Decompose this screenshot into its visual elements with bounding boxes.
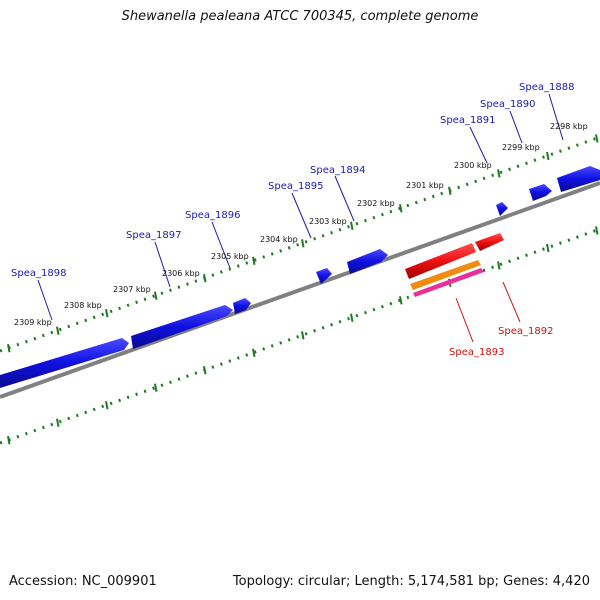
reverse-scale-tick	[7, 435, 11, 445]
genome-backbone	[0, 181, 600, 399]
forward-scale-tick	[546, 151, 550, 161]
gene-label-spea-1892: Spea_1892	[498, 326, 553, 337]
reverse-scale-tick	[56, 418, 60, 427]
forward-scale-tick	[399, 204, 403, 213]
scale-label: 2298 kbp	[550, 122, 588, 131]
gene-spea-1893	[405, 243, 476, 279]
accession-label: Accession: NC_009901	[9, 574, 157, 589]
gene-label-spea-1893: Spea_1893	[449, 347, 504, 358]
scale-label: 2307 kbp	[113, 285, 151, 294]
gene-label-spea-1897: Spea_1897	[126, 230, 181, 241]
gene-spea-1893-pink	[413, 268, 484, 297]
forward-scale-tick	[497, 169, 501, 178]
gene-labels: Spea_1898 Spea_1897 Spea_1896 Spea_1895 …	[11, 82, 574, 358]
forward-scale-tick	[448, 186, 452, 196]
scale-label: 2302 kbp	[357, 199, 395, 208]
scale-label: 2308 kbp	[64, 301, 102, 310]
forward-scale-tick	[7, 343, 11, 353]
forward-scale-tick	[56, 326, 60, 335]
reverse-scale-tick	[154, 383, 158, 392]
scale-label: 2301 kbp	[406, 181, 444, 190]
scale-label: 2305 kbp	[211, 252, 249, 261]
gene-spea-1891	[496, 202, 508, 216]
gene-label-spea-1895: Spea_1895	[268, 181, 323, 192]
reverse-scale-tick	[203, 366, 207, 375]
scale-labels: 2309 kbp 2308 kbp 2307 kbp 2306 kbp 2305…	[14, 122, 588, 327]
reverse-scale-tick	[546, 243, 550, 253]
gene-spea-1896	[233, 298, 251, 314]
scale-label: 2299 kbp	[502, 143, 540, 152]
forward-scale-tick	[595, 134, 599, 143]
reverse-scale-tick	[105, 401, 109, 410]
gene-label-spea-1888: Spea_1888	[519, 82, 574, 93]
major-ticks	[7, 134, 599, 445]
scale-label: 2303 kbp	[309, 217, 347, 226]
gene-label-spea-1894: Spea_1894	[310, 165, 365, 176]
scale-label: 2300 kbp	[454, 161, 492, 170]
scale-label: 2306 kbp	[162, 269, 200, 278]
forward-scale-tick	[252, 256, 256, 265]
gene-label-spea-1891: Spea_1891	[440, 115, 495, 126]
label-leaders	[37, 93, 564, 343]
gene-spea-1888	[557, 166, 600, 192]
forward-scale-tick	[154, 291, 158, 300]
reverse-scale-tick	[350, 313, 354, 322]
gene-spea-1898	[0, 338, 129, 388]
forward-scale-tick	[203, 274, 207, 283]
reverse-scale-tick	[252, 348, 256, 357]
gene-label-spea-1890: Spea_1890	[480, 99, 535, 110]
reverse-scale-tick	[399, 296, 403, 305]
genome-summary: Topology: circular; Length: 5,174,581 bp…	[232, 574, 590, 589]
gene-spea-1890	[529, 184, 552, 201]
scale-line-forward	[0, 135, 600, 353]
gene-label-spea-1898: Spea_1898	[11, 268, 66, 279]
gene-label-spea-1896: Spea_1896	[185, 210, 240, 221]
scale-label: 2309 kbp	[14, 318, 52, 327]
genome-title: Shewanella pealeana ATCC 700345, complet…	[121, 9, 479, 24]
gene-spea-1894	[347, 249, 388, 274]
forward-genes	[0, 166, 600, 388]
gene-spea-1897	[131, 305, 233, 349]
forward-scale-tick	[350, 221, 354, 230]
forward-scale-tick	[105, 309, 109, 318]
reverse-scale-tick	[595, 226, 599, 235]
gene-spea-1895	[316, 268, 332, 284]
reverse-genes	[405, 233, 504, 297]
gene-spea-1893-orange	[410, 260, 481, 290]
reverse-scale-tick	[497, 261, 501, 270]
scale-label: 2304 kbp	[260, 235, 298, 244]
gene-spea-1892	[475, 233, 504, 251]
reverse-scale-tick	[301, 331, 305, 340]
forward-scale-tick	[301, 239, 305, 248]
